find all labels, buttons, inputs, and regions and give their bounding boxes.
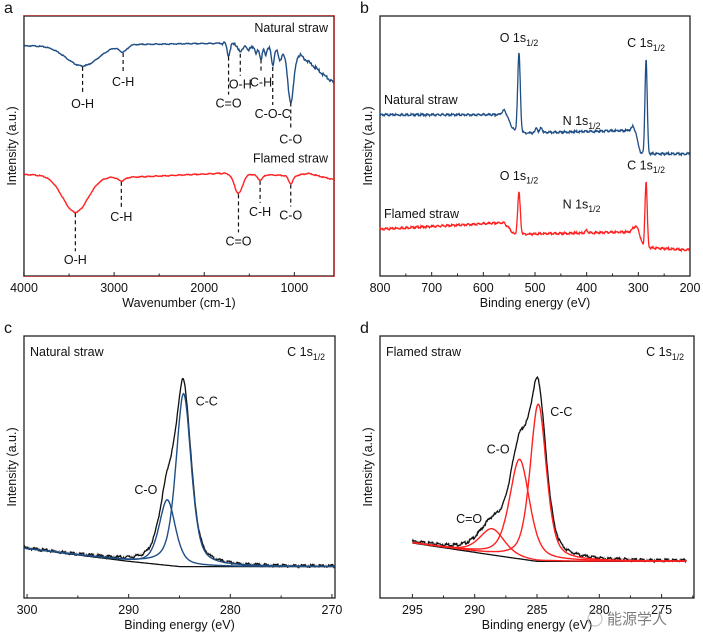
annotation-label: C-H <box>250 76 272 90</box>
annotation-label: C-O-C <box>255 107 291 121</box>
watermark: 能源学人 <box>587 611 667 628</box>
annotation-label: C-H <box>112 75 134 89</box>
peak-label: C 1s1/2 <box>627 158 665 175</box>
peak-label: O 1s1/2 <box>500 169 539 186</box>
panel-letter: c <box>4 320 12 337</box>
panel-c: 300 290 280 270 Binding energy (eV) Intensity… <box>4 320 342 632</box>
series-line-natural <box>379 52 691 157</box>
sample-title: Flamed straw <box>386 345 462 359</box>
x-tick-label: 700 <box>421 281 442 295</box>
component-label: C-C <box>196 395 218 409</box>
x-tick-label: 300 <box>17 603 38 617</box>
raw-spectrum-line <box>23 378 336 569</box>
peak-label: N 1s1/2 <box>563 197 601 214</box>
series-line-flamed <box>23 172 334 214</box>
y-axis-label: Intensity (a.u.) <box>361 106 375 185</box>
x-tick-label: 290 <box>464 603 485 617</box>
plot-frame-accent <box>23 15 335 277</box>
peak-label: C 1s1/2 <box>627 36 665 53</box>
annotation-label: C-O <box>279 132 302 146</box>
x-tick-label: 300 <box>628 281 649 295</box>
core-level-label: C 1s1/2 <box>646 345 684 362</box>
panel-letter: a <box>4 0 13 17</box>
x-tick-label: 275 <box>651 603 672 617</box>
x-tick-label: 600 <box>473 281 494 295</box>
component-label: C=O <box>456 512 482 526</box>
annotation-label: O-H <box>71 97 94 111</box>
x-tick-label: 295 <box>402 603 423 617</box>
wechat-icon <box>587 611 603 627</box>
series-line-natural <box>23 40 335 104</box>
plot-frame <box>23 335 336 599</box>
x-axis-label: Binding energy (eV) <box>482 618 592 632</box>
component-label: C-C <box>550 405 572 419</box>
peak-label: O 1s1/2 <box>500 31 539 48</box>
component-c-c <box>23 392 335 567</box>
component-label: C-O <box>134 483 157 497</box>
x-tick-label: 4000 <box>10 281 38 295</box>
x-tick-label: 280 <box>220 603 241 617</box>
legend-label: Natural straw <box>254 21 329 35</box>
x-tick-label: 800 <box>370 281 391 295</box>
component-c-o <box>23 499 335 568</box>
x-tick-label: 200 <box>680 281 701 295</box>
annotation-label: C-H <box>249 205 271 219</box>
x-tick-label: 285 <box>527 603 548 617</box>
legend-label: Flamed straw <box>384 207 460 221</box>
y-axis-label: Intensity (a.u.) <box>5 427 19 506</box>
panel-d: 295 290 285 280 275 Binding energy (eV) Intens… <box>360 320 695 632</box>
component-c=o <box>412 528 687 562</box>
component-c-c <box>412 403 687 562</box>
watermark-text: 能源学人 <box>607 611 667 628</box>
x-tick-label: 270 <box>322 603 343 617</box>
panel-letter: b <box>360 0 369 17</box>
x-tick-label: 290 <box>118 603 139 617</box>
peak-label: N 1s1/2 <box>563 114 601 131</box>
sample-title: Natural straw <box>30 345 105 359</box>
annotation-label: O-H <box>229 78 252 92</box>
y-axis-label: Intensity (a.u.) <box>361 427 375 506</box>
background-line <box>23 547 335 568</box>
panel-b: 800 700 600 500 400 300 200 Binding energy (eV)… <box>360 0 700 310</box>
series-line-flamed <box>379 181 691 253</box>
panel-letter: d <box>360 320 369 337</box>
legend-label: Natural straw <box>384 93 459 107</box>
annotation-label: C-O <box>279 209 302 223</box>
plot-frame <box>23 15 335 277</box>
legend-label: Flamed straw <box>253 152 329 166</box>
x-tick-label: 1000 <box>280 281 308 295</box>
annotation-label: O-H <box>64 253 87 267</box>
panel-a: 4000 3000 2000 1000 Wavenumber (cm-1) Intensi… <box>4 0 335 310</box>
annotation-label: C-H <box>110 210 132 224</box>
x-axis-label: Binding energy (eV) <box>480 296 590 310</box>
component-label: C-O <box>487 442 510 456</box>
x-axis-label: Wavenumber (cm-1) <box>122 296 235 310</box>
annotation-label: C=O <box>216 97 242 111</box>
fit-line <box>23 378 335 566</box>
raw-spectrum-line <box>411 375 687 564</box>
x-tick-label: 3000 <box>100 281 128 295</box>
x-tick-label: 2000 <box>190 281 218 295</box>
annotation-label: C=O <box>225 234 251 248</box>
x-tick-label: 400 <box>576 281 597 295</box>
y-axis-label: Intensity (a.u.) <box>5 106 19 185</box>
core-level-label: C 1s1/2 <box>287 345 325 362</box>
x-tick-label: 500 <box>525 281 546 295</box>
x-axis-label: Binding energy (eV) <box>124 618 234 632</box>
x-tick-label: 280 <box>589 603 610 617</box>
